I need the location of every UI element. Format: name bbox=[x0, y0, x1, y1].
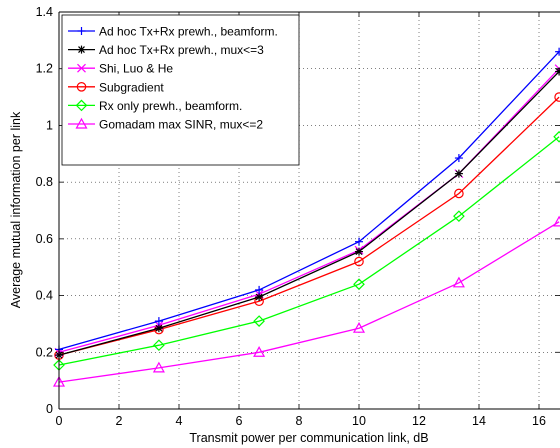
data-point bbox=[553, 215, 560, 227]
y-tick-label: 1.4 bbox=[36, 5, 53, 19]
circle-marker bbox=[354, 256, 364, 267]
y-tick-label: 0.2 bbox=[36, 345, 53, 359]
data-point bbox=[255, 285, 264, 294]
data-point bbox=[554, 92, 560, 102]
tick-labels: 0 2 4 6 8 10 12 14 16 0 0.2 0.4 0.6 0.8 1 1.2 1.4 bbox=[36, 5, 546, 428]
series-line bbox=[58, 136, 560, 366]
data-point bbox=[255, 292, 264, 301]
star-marker-d2 bbox=[255, 293, 263, 301]
star-marker-d2 bbox=[78, 46, 85, 54]
x-tick-label: 4 bbox=[176, 414, 183, 428]
data-point bbox=[454, 169, 463, 178]
data-point bbox=[454, 188, 464, 199]
y-tick-label: 0.6 bbox=[36, 232, 53, 246]
diamond-marker bbox=[453, 210, 465, 223]
triangle-marker bbox=[75, 117, 88, 129]
x-tick-label: 12 bbox=[412, 414, 426, 428]
series-line bbox=[58, 221, 560, 383]
legend-entry: Ad hoc Tx+Rx prewh., beamform. bbox=[68, 25, 278, 39]
axes bbox=[58, 11, 560, 410]
star-marker-d2 bbox=[155, 324, 163, 332]
legend-entry: Gomadam max SINR, mux<=2 bbox=[68, 118, 263, 132]
x-marker-b bbox=[77, 63, 86, 73]
data-point bbox=[153, 339, 165, 352]
legend-marker bbox=[75, 117, 88, 129]
data-point bbox=[355, 237, 363, 246]
y-tick-label: 0.8 bbox=[36, 175, 53, 189]
legend-label: Ad hoc Tx+Rx prewh., beamform. bbox=[99, 25, 278, 39]
x-tick-label: 6 bbox=[236, 414, 243, 428]
legend-label: Ad hoc Tx+Rx prewh., mux<=3 bbox=[99, 43, 264, 57]
triangle-marker bbox=[553, 215, 560, 227]
diamond-marker bbox=[75, 99, 88, 112]
x-tick-label: 14 bbox=[472, 414, 486, 428]
y-tick-label: 1 bbox=[46, 118, 53, 132]
legend-label: Rx only prewh., beamform. bbox=[99, 99, 242, 113]
star-marker-d2 bbox=[555, 69, 560, 75]
triangle-marker bbox=[352, 321, 366, 333]
legend-marker bbox=[77, 27, 86, 35]
series-layer bbox=[52, 47, 560, 387]
x-tick-label: 16 bbox=[532, 414, 546, 428]
data-point bbox=[154, 324, 163, 333]
data-point bbox=[453, 210, 465, 223]
data-point bbox=[555, 47, 560, 56]
legend-entry: Shi, Luo & He bbox=[68, 62, 173, 76]
x-tick-label: 2 bbox=[116, 414, 123, 428]
data-point bbox=[352, 321, 366, 333]
legend-marker bbox=[75, 99, 88, 112]
y-tick-label: 0.4 bbox=[36, 289, 53, 303]
data-point bbox=[353, 278, 365, 291]
circle-marker bbox=[554, 92, 560, 102]
y-axis-label: Average mutual information per link bbox=[9, 111, 23, 308]
x-tick-label: 10 bbox=[352, 414, 366, 428]
legend-marker bbox=[77, 63, 86, 73]
diamond-marker bbox=[353, 278, 365, 291]
diamond-marker bbox=[153, 339, 165, 352]
data-point bbox=[454, 154, 463, 163]
series-line bbox=[58, 51, 560, 351]
data-point bbox=[355, 247, 363, 256]
diamond-marker bbox=[253, 315, 265, 327]
legend-box bbox=[61, 14, 300, 166]
triangle-marker bbox=[452, 276, 465, 288]
legend-marker bbox=[77, 45, 86, 54]
data-point bbox=[553, 130, 560, 143]
legend: Ad hoc Tx+Rx prewh., beamform. Ad hoc Tx+… bbox=[61, 14, 300, 166]
series-line bbox=[58, 71, 560, 356]
x-tick-label: 8 bbox=[296, 414, 303, 428]
x-axis-label: Transmit power per communication link, d… bbox=[189, 431, 428, 445]
circle-marker bbox=[76, 82, 87, 92]
star-marker-d2 bbox=[355, 248, 363, 256]
series-line bbox=[58, 96, 560, 356]
legend-label: Subgradient bbox=[99, 80, 164, 94]
data-point bbox=[354, 256, 364, 267]
data-point bbox=[152, 361, 165, 373]
legend-marker bbox=[76, 82, 87, 92]
star-marker-d2 bbox=[455, 170, 463, 178]
data-point bbox=[452, 276, 465, 288]
legend-label: Shi, Luo & He bbox=[99, 62, 173, 76]
y-tick-label: 1.2 bbox=[36, 62, 53, 76]
data-point bbox=[253, 315, 265, 327]
legend-entry: Subgradient bbox=[68, 80, 164, 94]
legend-entry: Ad hoc Tx+Rx prewh., mux<=3 bbox=[68, 43, 264, 57]
y-tick-label: 0 bbox=[46, 402, 53, 416]
circle-marker bbox=[454, 188, 464, 199]
data-point bbox=[253, 346, 266, 357]
diamond-marker bbox=[553, 130, 560, 143]
triangle-marker bbox=[152, 361, 165, 373]
triangle-marker bbox=[253, 346, 266, 357]
data-point bbox=[154, 317, 163, 326]
x-tick-label: 0 bbox=[56, 414, 63, 428]
legend-entry: Rx only prewh., beamform. bbox=[68, 99, 242, 113]
legend-label: Gomadam max SINR, mux<=2 bbox=[99, 118, 263, 132]
